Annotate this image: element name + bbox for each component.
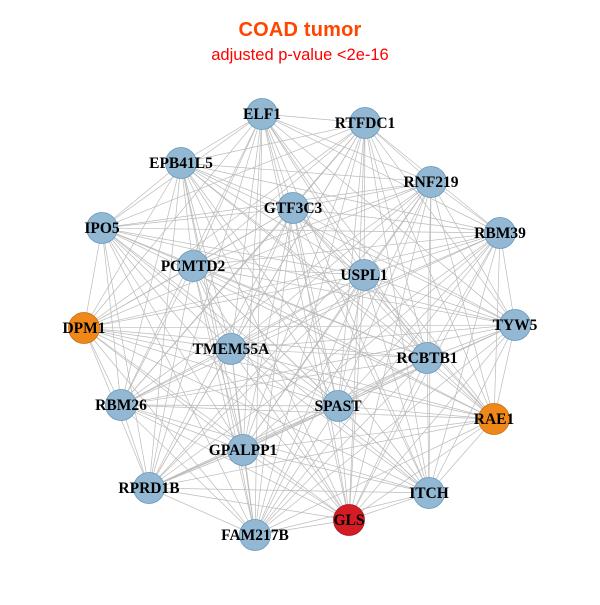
svg-text:RNF219: RNF219 (403, 174, 458, 191)
svg-text:RBM26: RBM26 (95, 397, 147, 414)
svg-text:RTFDC1: RTFDC1 (335, 115, 396, 132)
svg-text:TYW5: TYW5 (493, 317, 538, 334)
svg-text:PCMTD2: PCMTD2 (161, 258, 226, 275)
svg-text:ITCH: ITCH (409, 485, 449, 502)
svg-text:GTF3C3: GTF3C3 (264, 200, 323, 217)
svg-text:RAE1: RAE1 (474, 411, 514, 428)
svg-text:EPB41L5: EPB41L5 (149, 155, 213, 172)
svg-text:USPL1: USPL1 (340, 267, 387, 284)
svg-text:RBM39: RBM39 (474, 225, 526, 242)
svg-text:GPALPP1: GPALPP1 (209, 442, 278, 459)
svg-text:RCBTB1: RCBTB1 (396, 350, 457, 367)
svg-text:FAM217B: FAM217B (221, 527, 289, 544)
svg-text:TMEM55A: TMEM55A (193, 341, 270, 358)
svg-text:ELF1: ELF1 (243, 106, 281, 123)
svg-text:DPM1: DPM1 (62, 320, 105, 337)
svg-text:IPO5: IPO5 (84, 220, 120, 237)
svg-text:GLS: GLS (333, 512, 364, 529)
svg-text:RPRD1B: RPRD1B (118, 480, 179, 497)
svg-text:SPAST: SPAST (314, 398, 362, 415)
